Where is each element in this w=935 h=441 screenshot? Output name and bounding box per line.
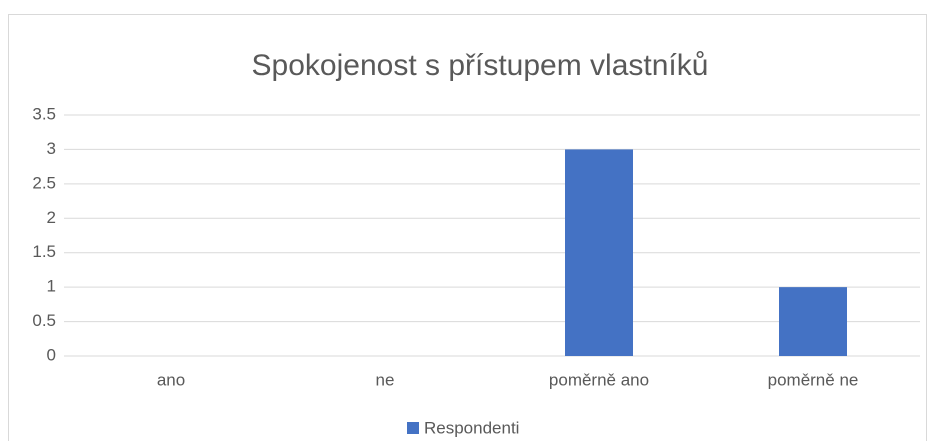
y-tick-label: 2 [47, 208, 56, 227]
y-tick-label: 3 [47, 139, 56, 158]
legend-swatch [407, 422, 419, 434]
legend-label: Respondenti [424, 418, 519, 437]
x-tick-label: ne [376, 370, 395, 389]
bar [565, 149, 633, 356]
y-tick-label: 0.5 [32, 311, 56, 330]
x-tick-label: poměrně ano [549, 370, 649, 389]
y-tick-label: 0 [47, 345, 56, 364]
chart-title: Spokojenost s přístupem vlastníků [252, 49, 709, 82]
y-tick-label: 2.5 [32, 173, 56, 192]
x-tick-label: poměrně ne [768, 370, 859, 389]
x-tick-label: ano [157, 370, 185, 389]
chart-border [8, 14, 927, 441]
y-tick-label: 1 [47, 277, 56, 296]
bar [779, 287, 847, 356]
y-tick-label: 3.5 [32, 104, 56, 123]
y-tick-label: 1.5 [32, 242, 56, 261]
